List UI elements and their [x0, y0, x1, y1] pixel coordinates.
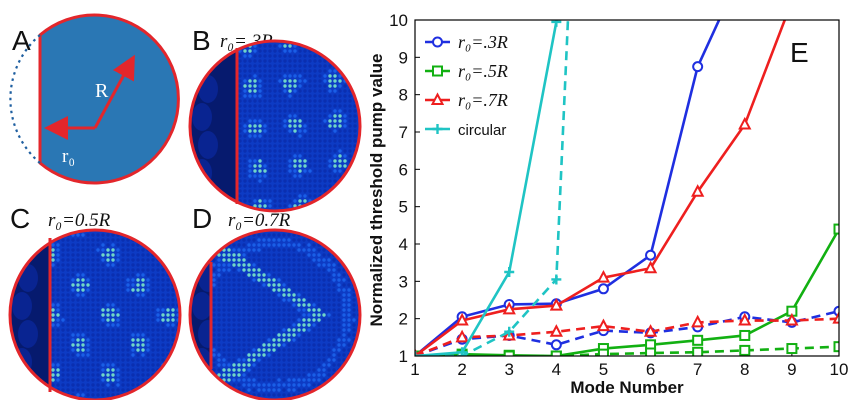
- series-3-point: [503, 350, 515, 356]
- label-R: R: [95, 80, 109, 102]
- series-5-point: [691, 314, 705, 328]
- series-0-point: [692, 61, 704, 73]
- series-7-point: [504, 326, 515, 337]
- series-4-point: [502, 301, 516, 315]
- panel-e-chart: Normalized threshold pump value Mode Num…: [367, 11, 848, 397]
- panel-c: C r₀=0.5R: [8, 203, 182, 400]
- schematic-disk: R r₀: [9, 13, 180, 185]
- x-tick-label: 4: [552, 360, 561, 379]
- x-tick-label: 5: [599, 360, 608, 379]
- series-3-point: [692, 346, 704, 356]
- series-3-point: [645, 347, 657, 356]
- series-0-point: [597, 283, 609, 295]
- series-1-point: [550, 339, 562, 351]
- x-tick-label: 8: [740, 360, 749, 379]
- series-3-point: [786, 343, 798, 355]
- plot-frame: [414, 19, 840, 357]
- y-axis-title: Normalized threshold pump value: [367, 54, 386, 327]
- series-5-point: [596, 318, 611, 332]
- series-3-point: [597, 348, 609, 356]
- series-5-point: [738, 312, 752, 326]
- series-line-1: [415, 309, 839, 356]
- series-line-3: [415, 345, 839, 356]
- series-2-point: [833, 223, 839, 235]
- x-tick-label: 1: [410, 360, 419, 379]
- series-5-point: [455, 329, 469, 343]
- y-tick-label: 6: [399, 160, 408, 179]
- x-tick-label: 2: [457, 360, 466, 379]
- legend-marker: [432, 124, 443, 134]
- series-5-point: [832, 311, 839, 324]
- y-tick-label: 1: [399, 347, 408, 366]
- panel-c-letter: C: [10, 203, 30, 234]
- legend-marker: [432, 65, 443, 77]
- series-4-point: [549, 297, 563, 311]
- legend-label: r₀=.7R: [458, 90, 508, 110]
- series-line-4: [415, 20, 787, 356]
- series-line-7: [415, 20, 570, 356]
- y-tick-label: 8: [399, 86, 408, 105]
- series-layer: [415, 20, 839, 356]
- x-axis-title: Mode Number: [570, 378, 684, 397]
- y-tick-label: 9: [399, 48, 408, 67]
- legend-marker: [430, 92, 445, 105]
- series-4-point: [455, 312, 469, 326]
- y-tick-label: 10: [389, 11, 408, 30]
- legend-label: r₀=.5R: [458, 61, 508, 81]
- y-tick-label: 2: [399, 310, 408, 329]
- series-4-point: [691, 184, 705, 197]
- series-6-point: [551, 20, 562, 27]
- panel-d-caption: r₀=0.7R: [228, 210, 291, 231]
- series-0-point: [645, 249, 657, 261]
- radius-arrow: [93, 54, 135, 129]
- panel-d-letter: D: [192, 203, 212, 234]
- series-3-point: [739, 344, 751, 356]
- panel-a: A R r₀: [9, 13, 180, 185]
- x-tick-label: 6: [646, 360, 655, 379]
- series-line-2: [415, 228, 839, 356]
- panel-e-letter: E: [790, 37, 809, 68]
- x-tick-label: 7: [693, 360, 702, 379]
- panel-a-letter: A: [12, 25, 31, 56]
- legend-marker: [432, 36, 443, 48]
- series-2-point: [739, 329, 751, 341]
- missing-arc: [9, 34, 41, 164]
- legend: r₀=.3R r₀=.5R r₀=.7R circular: [425, 32, 508, 139]
- series-3-point: [550, 350, 562, 356]
- series-5-point: [549, 324, 563, 337]
- series-line-0: [415, 20, 721, 356]
- y-tick-label: 7: [399, 123, 408, 142]
- series-7-point: [457, 351, 468, 356]
- series-5-point: [643, 324, 658, 337]
- y-tick-label: 4: [399, 235, 408, 254]
- panel-c-caption: r₀=0.5R: [48, 210, 111, 231]
- x-tick-label: 9: [787, 360, 796, 379]
- x-tick-label: 10: [830, 360, 849, 379]
- series-5-point: [785, 312, 799, 326]
- label-r0: r₀: [62, 146, 75, 167]
- series-4-point: [596, 269, 611, 283]
- series-line-6: [415, 20, 558, 356]
- panel-d: D r₀=0.7R: [188, 203, 362, 400]
- series-3-point: [833, 341, 839, 353]
- series-2-point: [692, 334, 704, 346]
- y-tick-label: 5: [399, 198, 408, 217]
- series-4-point: [643, 260, 658, 274]
- x-tick-label: 3: [504, 360, 513, 379]
- panel-b-letter: B: [192, 25, 211, 56]
- legend-label: r₀=.3R: [458, 32, 508, 52]
- legend-label: circular: [458, 122, 506, 139]
- axes: 1 2 3 4 5 6 7 8 9 10 1 2 3 4 5 6 7 8 9 10: [389, 11, 848, 379]
- series-6-point: [504, 267, 515, 277]
- y-tick-label: 3: [399, 272, 408, 291]
- series-7-point: [551, 274, 562, 285]
- series-4-point: [738, 116, 752, 130]
- series-line-5: [415, 317, 839, 356]
- panel-b: B r₀=.3R: [188, 25, 362, 213]
